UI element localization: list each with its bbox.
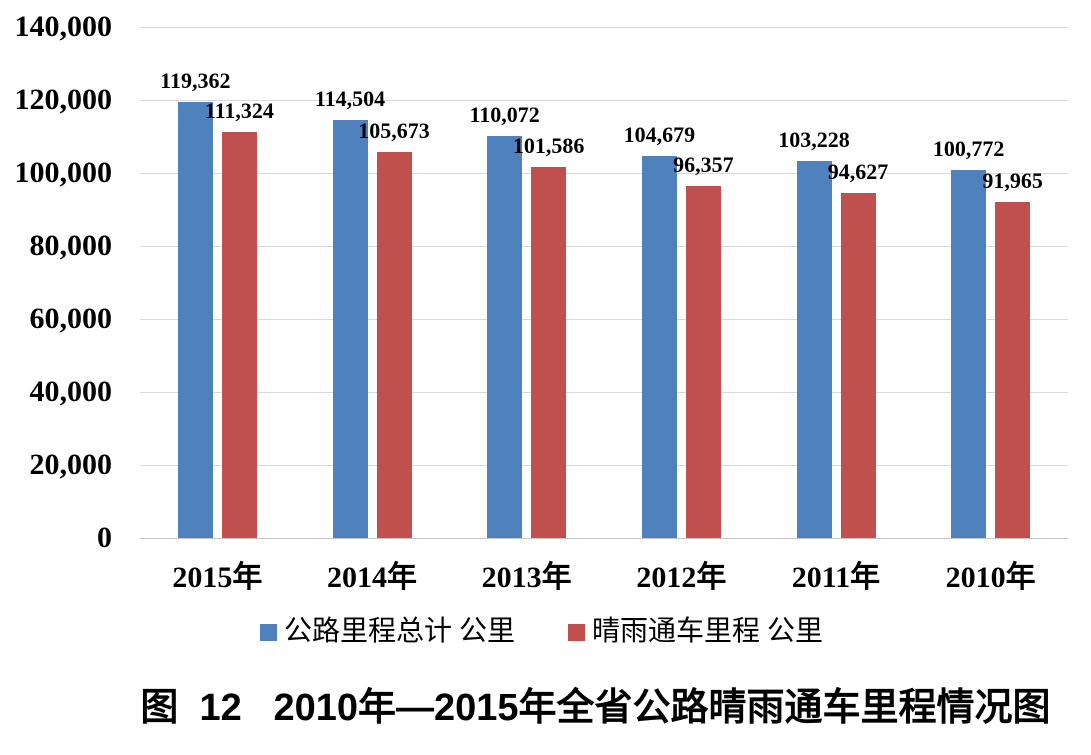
- x-tick-label: 2012年: [636, 561, 727, 594]
- gridline: [140, 99, 1068, 101]
- bar-series1-2015年: [177, 102, 213, 538]
- gridline: [140, 464, 1068, 466]
- bar-value-label: 94,627: [827, 158, 889, 184]
- bar-series2-2011年: [840, 192, 876, 538]
- legend-label: 晴雨通车里程 公里: [592, 616, 824, 647]
- bar-series2-2013年: [531, 167, 567, 538]
- bar-value-label: 119,362: [160, 68, 231, 94]
- bar-value-label: 105,673: [358, 118, 430, 144]
- bar-value-label: 104,679: [623, 121, 696, 147]
- bar-value-label: 96,357: [673, 152, 734, 178]
- y-tick-label: 60,000: [29, 302, 113, 335]
- bar-value-label: 101,586: [512, 133, 585, 159]
- gridline: [140, 26, 1068, 28]
- x-tick-label: 2013年: [481, 561, 572, 594]
- y-tick-label: 80,000: [29, 229, 113, 262]
- y-tick-label: 100,000: [14, 156, 113, 189]
- y-tick-label: 140,000: [14, 10, 113, 43]
- bar-value-label: 110,072: [469, 102, 540, 128]
- bar-value-label: 111,324: [204, 97, 274, 123]
- x-axis-line: [140, 537, 1068, 539]
- gridline: [140, 391, 1068, 393]
- x-tick-label: 2015年: [172, 561, 263, 594]
- bar-series1-2012年: [641, 155, 677, 538]
- gridline: [140, 245, 1068, 247]
- legend-item: 公路里程总计 公里: [260, 616, 515, 648]
- gridline: [140, 318, 1068, 320]
- gridline: [140, 172, 1068, 174]
- x-tick-label: 2010年: [945, 561, 1036, 594]
- y-tick-label: 40,000: [29, 375, 113, 408]
- bar-series1-2010年: [951, 170, 987, 538]
- bar-value-label: 100,772: [932, 136, 1005, 162]
- bar-series1-2011年: [796, 161, 832, 538]
- bar-series2-2015年: [221, 131, 257, 538]
- x-tick-label: 2011年: [791, 561, 881, 594]
- legend-item: 晴雨通车里程 公里: [568, 616, 823, 648]
- bar-series2-2012年: [685, 186, 721, 538]
- bar-value-label: 91,965: [982, 168, 1043, 194]
- legend-swatch-icon: [568, 623, 585, 641]
- bar-series2-2010年: [995, 202, 1031, 538]
- bar-value-label: 103,228: [778, 127, 850, 153]
- y-tick-label: 20,000: [29, 448, 113, 481]
- x-tick-label: 2014年: [326, 561, 417, 594]
- bar-series2-2014年: [376, 152, 412, 538]
- figure-caption: 图 12 2010年—2015年全省公路晴雨通车里程情况图: [140, 687, 1051, 729]
- bar-value-label: 114,504: [314, 86, 386, 112]
- legend-swatch-icon: [260, 623, 277, 641]
- y-tick-label: 0: [97, 521, 112, 554]
- y-tick-label: 120,000: [14, 83, 113, 116]
- bar-series1-2014年: [332, 120, 368, 538]
- legend-label: 公路里程总计 公里: [284, 616, 516, 647]
- bar-series1-2013年: [487, 136, 523, 538]
